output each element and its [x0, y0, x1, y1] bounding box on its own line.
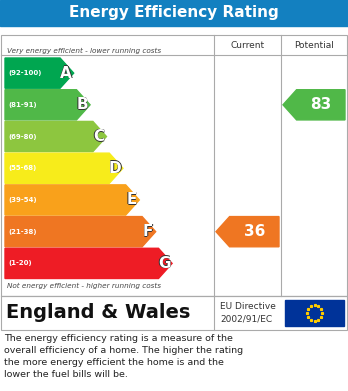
Text: F: F — [143, 224, 153, 239]
Text: D: D — [108, 161, 121, 176]
Text: Not energy efficient - higher running costs: Not energy efficient - higher running co… — [7, 283, 161, 289]
Bar — [0, 0, 348, 26]
Polygon shape — [5, 185, 139, 215]
Text: E: E — [126, 193, 137, 208]
Bar — [1, 35, 347, 296]
Text: G: G — [158, 255, 171, 271]
Text: Energy Efficiency Rating: Energy Efficiency Rating — [69, 5, 279, 20]
Text: A: A — [60, 66, 71, 81]
Text: C: C — [93, 129, 104, 143]
Text: Current: Current — [230, 41, 264, 50]
Text: A: A — [60, 66, 72, 81]
Text: F: F — [143, 224, 153, 239]
Text: (81-91): (81-91) — [8, 102, 37, 108]
Text: B: B — [77, 97, 88, 112]
Text: C: C — [93, 129, 104, 145]
Text: A: A — [61, 66, 72, 81]
Text: F: F — [142, 224, 152, 239]
Text: E: E — [126, 192, 137, 208]
Text: D: D — [109, 161, 121, 176]
Text: D: D — [109, 161, 122, 176]
Text: B: B — [77, 97, 89, 112]
Text: C: C — [93, 129, 104, 144]
Text: E: E — [126, 192, 136, 208]
Polygon shape — [5, 217, 156, 247]
Text: B: B — [76, 97, 88, 112]
Text: Potential: Potential — [294, 41, 334, 50]
Polygon shape — [5, 58, 74, 88]
Polygon shape — [5, 122, 106, 152]
Text: (39-54): (39-54) — [8, 197, 37, 203]
Bar — [285, 300, 344, 326]
Text: E: E — [126, 192, 137, 207]
Text: F: F — [143, 224, 153, 239]
Text: D: D — [109, 160, 121, 175]
Text: G: G — [158, 256, 171, 271]
Text: 36: 36 — [244, 224, 265, 239]
Text: (21-38): (21-38) — [8, 229, 37, 235]
Bar — [1, 296, 347, 330]
Text: A: A — [60, 66, 72, 81]
Polygon shape — [5, 248, 172, 278]
Text: D: D — [109, 161, 121, 176]
Text: 83: 83 — [310, 97, 331, 112]
Text: B: B — [77, 98, 88, 113]
Text: EU Directive
2002/91/EC: EU Directive 2002/91/EC — [220, 302, 276, 324]
Text: (69-80): (69-80) — [8, 134, 37, 140]
Text: C: C — [93, 129, 104, 144]
Polygon shape — [283, 90, 345, 120]
Text: F: F — [143, 225, 153, 240]
Text: Very energy efficient - lower running costs: Very energy efficient - lower running co… — [7, 48, 161, 54]
Text: A: A — [60, 65, 72, 80]
Text: E: E — [127, 192, 137, 208]
Text: The energy efficiency rating is a measure of the
overall efficiency of a home. T: The energy efficiency rating is a measur… — [4, 334, 243, 379]
Text: G: G — [158, 256, 170, 271]
Text: G: G — [159, 256, 171, 271]
Text: (1-20): (1-20) — [8, 260, 32, 266]
Polygon shape — [5, 153, 123, 183]
Text: (92-100): (92-100) — [8, 70, 41, 76]
Text: England & Wales: England & Wales — [6, 303, 190, 323]
Polygon shape — [216, 217, 279, 247]
Text: (55-68): (55-68) — [8, 165, 36, 171]
Text: G: G — [158, 256, 171, 271]
Text: B: B — [77, 97, 88, 112]
Text: C: C — [94, 129, 105, 144]
Polygon shape — [5, 90, 90, 120]
